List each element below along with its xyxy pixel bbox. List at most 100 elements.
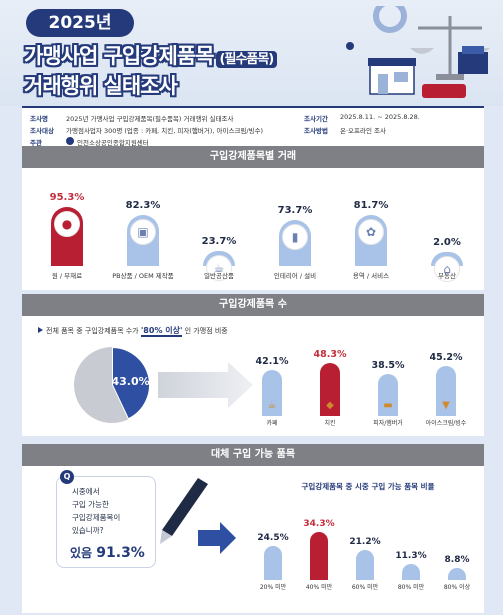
data-label: 24.5% [257,532,289,543]
bar-group: 21.2% 60% 미만 [344,496,386,592]
info-value: 인천소상공인종합지원센터 [77,139,149,147]
dot-icon [346,42,354,50]
bar [378,373,398,416]
info-key: 조사방법 [304,127,328,135]
question-line: 있습니까? [72,526,104,535]
subtitle-highlight: '80% 이상' [140,326,183,337]
data-label: 82.3% [125,199,161,211]
icecream-icon: ▼ [442,400,450,411]
arrow-icon [38,327,43,333]
bar [320,362,340,416]
bar-group: ☕ 42.1% 카페 [248,342,296,428]
info-key: 조사명 [30,115,48,123]
bar-group: 24.5% 20% 미만 [252,496,294,592]
category-label: 부동산 [438,272,456,280]
info-value: 온·오프라인 조사 [340,127,386,135]
ring-icon [373,6,407,33]
page-title-line2: 거래행위 실태조사 [24,74,178,98]
data-label: 11.3% [395,551,427,562]
category-label: 카페 [266,420,278,427]
subtitle-pre: 전체 품목 중 구입강제품목 수가 [46,327,141,335]
category-label: 일반공산품 [204,272,234,280]
category-label: 용역 / 서비스 [352,272,390,280]
header: 2025년 가맹사업 구입강제품목 (필수품목) 거래행위 실태조사 [0,0,503,106]
category-label: PB상품 / OEM 제작품 [112,272,174,280]
data-label: 95.3% [49,191,85,203]
section1-panel [22,150,484,290]
bar-group: 11.3% 80% 미만 [390,496,432,592]
info-key: 조사대상 [30,127,54,135]
question-line: 시중에서 [72,487,100,496]
bar-group: 34.3% 40% 미만 [298,496,340,592]
data-label: 21.2% [349,537,381,548]
data-label: 38.5% [371,359,405,371]
title-text: 가맹사업 구입강제품목 [24,44,215,68]
data-label: 42.1% [255,355,289,367]
category-label: 20% 미만 [259,584,287,591]
pie-slice [111,345,151,421]
year-badge: 2025년 [26,9,134,37]
grain-icon: ● [54,210,80,237]
answer-number: 91.3% [96,545,145,561]
chicken-icon: ◆ [326,400,334,411]
category-label: 80% 이상 [443,584,471,591]
info-value: 가맹점사업자 300명 (업종 : 카페, 치킨, 피자(햄버거), 아이스크림… [66,127,264,135]
category-label: 치킨 [324,420,336,427]
pen-icon [160,478,208,544]
bar [264,545,282,580]
data-label: 73.7% [277,205,313,217]
book-icon [422,84,466,98]
pie-label: 43.0% [111,375,149,388]
data-label: 2.0% [433,237,461,248]
title-pill: (필수품목) [215,51,278,68]
bar [262,369,282,416]
subtitle-post: 인 가맹점 비중 [182,327,228,335]
bar-group: ⌂ 2.0% 부동산 [414,178,480,282]
info-value: 2025.8.11. ~ 2025.8.28. [340,113,420,121]
bar-group: ▼ 45.2% 아이스크림/빙수 [422,342,470,428]
bar [448,567,466,580]
data-label: 34.3% [303,518,335,529]
data-label: 23.7% [201,236,237,248]
category-label: 원 / 부재료 [51,272,83,280]
question-badge: Q [60,470,74,484]
store-icon [368,58,416,95]
section2-banner: 구입강제품목 수 [22,294,484,316]
chart-section3-bars: 24.5% 20% 미만 34.3% 40% 미만 21.2% 60% 미만 11.3% 80… [252,496,480,592]
bar [310,531,328,580]
house-icon: ⌂ [434,256,460,282]
coffee-icon: ☕ [267,400,277,411]
info-key: 조사기간 [304,115,328,123]
category-label: 아이스크림/빙수 [425,420,467,427]
data-label: 81.7% [353,200,389,212]
pen-illustration [160,478,236,554]
bar-group: ▮ 73.7% 인테리어 / 설비 [262,178,328,282]
burger-icon: ▬ [383,400,393,411]
pie-arrow [158,362,253,408]
section2-subtitle: 전체 품목 중 구입강제품목 수가 '80% 이상' 인 가맹점 비중 [38,325,228,337]
chart-section2-bars: ☕ 42.1% 카페 ◆ 48.3% 치킨 ▬ 38.5% 피자/햄버거 ▼ 45.2% 아이스크림/… [248,342,478,428]
bar [402,564,420,580]
question-line: 구입 가능한 [72,500,109,509]
question-line: 구입강제품목이 [72,513,121,522]
pie-slice [74,347,129,423]
data-label: 48.3% [313,348,347,360]
section3-chart-title: 구입강제품목 중 시중 구입 가능 품목 비율 [301,482,435,491]
service-icon: ✿ [358,219,384,246]
info-key: 주관 [30,139,42,147]
category-label: 80% 미만 [397,584,425,591]
bar-group: ● 95.3% 원 / 부재료 [34,178,100,282]
package-icon: ▣ [130,218,156,245]
category-label: 60% 미만 [351,584,379,591]
cup-icon: ☕ [206,255,232,282]
category-label: 40% 미만 [305,584,333,591]
paint-roller-icon: ▮ [282,224,308,251]
category-label: 인테리어 / 설비 [273,272,317,280]
bar-group: 8.8% 80% 이상 [436,496,478,592]
org-logo-icon [66,137,74,145]
bar-group: ▣ 82.3% PB상품 / OEM 제작품 [110,178,176,282]
bar-group: ✿ 81.7% 용역 / 서비스 [338,178,404,282]
info-value: 2025년 가맹사업 구입강제품목(필수품목) 거래행위 실태조사 [66,115,234,123]
data-label: 45.2% [429,352,463,364]
question-card [56,476,156,568]
